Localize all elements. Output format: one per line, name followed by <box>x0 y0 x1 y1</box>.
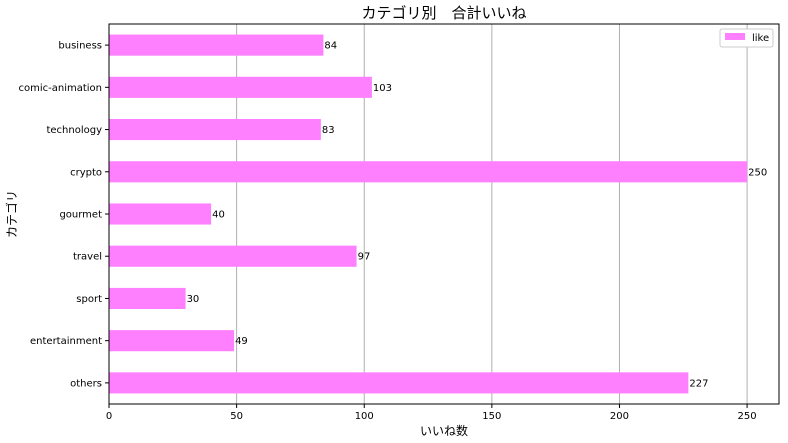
chart-title: カテゴリ別 合計いいね <box>361 4 526 22</box>
x-axis-title: いいね数 <box>420 423 468 438</box>
data-label-sport: 30 <box>187 294 200 305</box>
legend-swatch <box>725 33 745 40</box>
y-tick-label-entertainment: entertainment <box>30 336 102 347</box>
y-tick-label-others: others <box>70 378 102 389</box>
legend: like <box>719 28 774 48</box>
y-tick-label-business: business <box>58 41 102 52</box>
y-tick-label-crypto: crypto <box>70 167 102 178</box>
y-axis-ticks: business comic-animation technology crypto g… <box>18 41 109 389</box>
bar-crypto <box>109 161 748 183</box>
data-labels: 84 103 83 250 40 97 30 49 227 <box>187 41 768 390</box>
data-label-others: 227 <box>689 378 708 389</box>
bar-entertainment <box>109 330 235 352</box>
bar-others <box>109 372 689 394</box>
data-label-comic-animation: 103 <box>373 83 392 94</box>
bar-business <box>109 34 324 56</box>
data-label-business: 84 <box>324 41 337 52</box>
data-label-technology: 83 <box>322 125 335 136</box>
data-label-gourmet: 40 <box>212 210 225 221</box>
data-label-crypto: 250 <box>748 167 767 178</box>
bar-sport <box>109 287 186 309</box>
y-tick-label-comic-animation: comic-animation <box>18 83 102 94</box>
x-tick-label: 200 <box>610 411 629 422</box>
x-tick-label: 50 <box>230 411 243 422</box>
bar-technology <box>109 119 321 141</box>
legend-label: like <box>752 33 769 44</box>
bar-comic-animation <box>109 76 372 98</box>
data-label-travel: 97 <box>358 252 371 263</box>
x-tick-label: 0 <box>106 411 112 422</box>
bar-gourmet <box>109 203 212 225</box>
x-tick-label: 100 <box>355 411 374 422</box>
y-tick-label-technology: technology <box>46 125 102 136</box>
data-label-entertainment: 49 <box>235 336 248 347</box>
y-tick-label-gourmet: gourmet <box>59 210 102 221</box>
y-tick-label-sport: sport <box>76 294 102 305</box>
x-tick-label: 250 <box>738 411 757 422</box>
y-axis-title: カテゴリ <box>4 190 19 238</box>
x-axis-ticks: 0 50 100 150 200 250 <box>106 404 757 422</box>
bars <box>109 34 748 394</box>
y-tick-label-travel: travel <box>73 252 102 263</box>
x-tick-label: 150 <box>482 411 501 422</box>
bar-travel <box>109 245 357 267</box>
